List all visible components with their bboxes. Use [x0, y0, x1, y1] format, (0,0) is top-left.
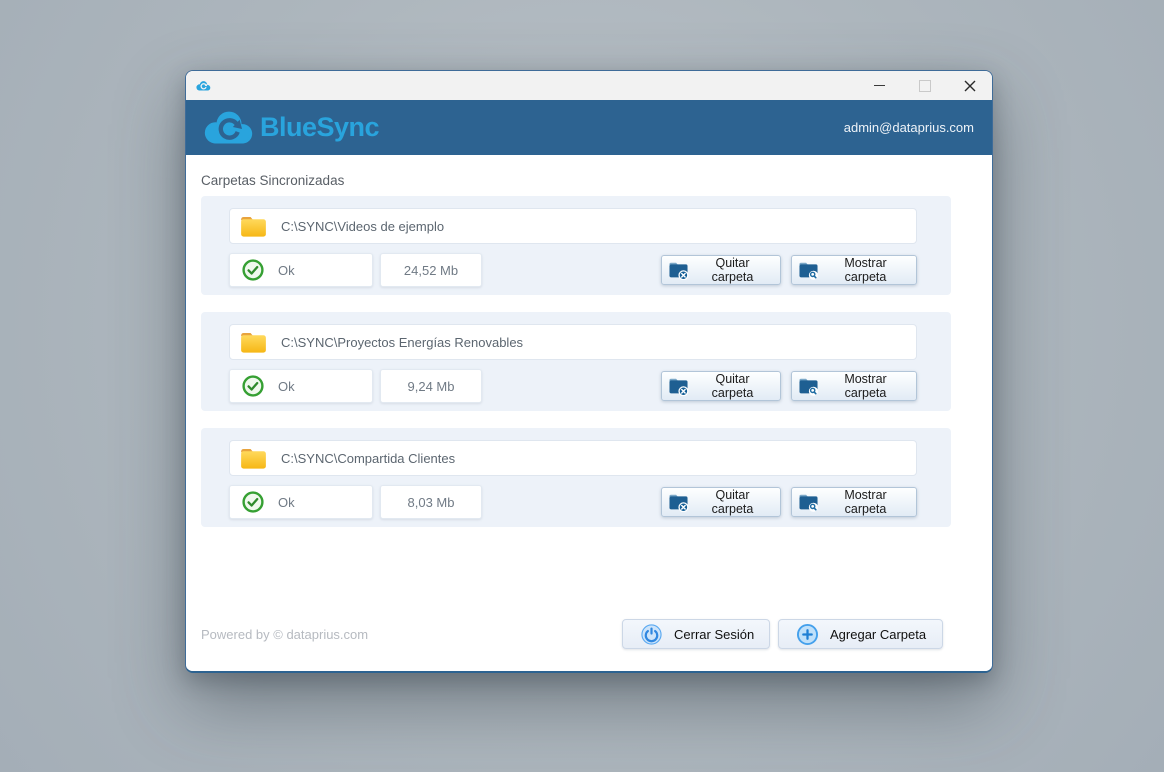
folder-size-box: 9,24 Mb	[380, 369, 482, 403]
folder-card: C:\SYNC\Proyectos Energías Renovables Ok…	[201, 312, 951, 411]
cloud-sync-logo-icon	[204, 111, 253, 143]
remove-folder-label: Quitar carpeta	[711, 372, 754, 400]
footer: Powered by © dataprius.com Cerrar Sesión	[186, 619, 992, 649]
maximize-icon	[918, 79, 931, 92]
show-folder-label: Mostrar carpeta	[844, 256, 887, 284]
power-icon	[641, 623, 662, 645]
folder-size-box: 8,03 Mb	[380, 485, 482, 519]
ok-check-icon	[242, 375, 264, 397]
sync-status-box: Ok	[229, 369, 373, 403]
folder-remove-icon	[668, 493, 689, 512]
account-email: admin@dataprius.com	[843, 120, 974, 135]
folder-card: C:\SYNC\Compartida Clientes Ok 8,03 Mb	[201, 428, 951, 527]
add-folder-button[interactable]: Agregar Carpeta	[778, 619, 943, 649]
remove-folder-button[interactable]: Quitar carpeta	[661, 371, 781, 401]
logout-button[interactable]: Cerrar Sesión	[622, 619, 770, 649]
folder-status-row: Ok 24,52 Mb Quitar carpeta	[229, 253, 917, 287]
folder-size-label: 24,52 Mb	[403, 262, 459, 278]
sync-status-label: Ok	[278, 378, 295, 394]
show-folder-button[interactable]: Mostrar carpeta	[791, 255, 917, 285]
sync-status-box: Ok	[229, 253, 373, 287]
folder-card: C:\SYNC\Videos de ejemplo Ok 24,52 Mb	[201, 196, 951, 295]
logout-label: Cerrar Sesión	[674, 626, 755, 642]
app-logo: BlueSync	[200, 108, 380, 148]
folder-size-box: 24,52 Mb	[380, 253, 482, 287]
folder-path-box: C:\SYNC\Proyectos Energías Renovables	[229, 324, 917, 360]
folder-icon	[240, 215, 267, 238]
close-icon	[964, 80, 975, 91]
folder-path: C:\SYNC\Proyectos Energías Renovables	[281, 334, 524, 350]
folder-size-label: 8,03 Mb	[407, 494, 455, 510]
remove-folder-button[interactable]: Quitar carpeta	[661, 255, 781, 285]
ok-check-icon	[242, 491, 264, 513]
add-folder-label: Agregar Carpeta	[830, 626, 927, 642]
folder-remove-icon	[668, 377, 689, 396]
app-header: BlueSync admin@dataprius.com	[186, 100, 992, 155]
folder-icon	[240, 331, 267, 354]
show-folder-button[interactable]: Mostrar carpeta	[791, 371, 917, 401]
powered-by-text: Powered by © dataprius.com	[201, 626, 369, 642]
show-folder-button[interactable]: Mostrar carpeta	[791, 487, 917, 517]
plus-circle-icon	[797, 623, 818, 645]
minimize-icon	[874, 85, 885, 86]
folder-status-row: Ok 9,24 Mb Quitar carpeta	[229, 369, 917, 403]
app-name: BlueSync	[260, 112, 380, 142]
titlebar	[186, 71, 992, 100]
sync-status-box: Ok	[229, 485, 373, 519]
app-window: BlueSync admin@dataprius.com Carpetas Si…	[185, 70, 993, 673]
folder-list: C:\SYNC\Videos de ejemplo Ok 24,52 Mb	[186, 196, 992, 544]
show-folder-label: Mostrar carpeta	[844, 372, 887, 400]
remove-folder-button[interactable]: Quitar carpeta	[661, 487, 781, 517]
show-folder-label: Mostrar carpeta	[844, 488, 887, 516]
folder-path: C:\SYNC\Compartida Clientes	[281, 450, 456, 466]
sync-status-label: Ok	[278, 494, 295, 510]
folder-path-box: C:\SYNC\Videos de ejemplo	[229, 208, 917, 244]
folder-size-label: 9,24 Mb	[407, 378, 455, 394]
ok-check-icon	[242, 259, 264, 281]
remove-folder-label: Quitar carpeta	[711, 256, 754, 284]
folder-search-icon	[798, 261, 819, 280]
folder-path-box: C:\SYNC\Compartida Clientes	[229, 440, 917, 476]
folder-search-icon	[798, 493, 819, 512]
maximize-button[interactable]	[902, 71, 947, 100]
folder-status-row: Ok 8,03 Mb Quitar carpeta	[229, 485, 917, 519]
section-title: Carpetas Sincronizadas	[201, 173, 345, 188]
sync-status-label: Ok	[278, 262, 295, 278]
remove-folder-label: Quitar carpeta	[711, 488, 754, 516]
folder-icon	[240, 447, 267, 470]
folder-search-icon	[798, 377, 819, 396]
folder-remove-icon	[668, 261, 689, 280]
minimize-button[interactable]	[857, 71, 902, 100]
folder-path: C:\SYNC\Videos de ejemplo	[281, 218, 445, 234]
close-button[interactable]	[947, 71, 992, 100]
main-content: Carpetas Sincronizadas C:\SYNC\Videos de…	[186, 155, 992, 671]
app-cloud-icon	[195, 80, 212, 92]
